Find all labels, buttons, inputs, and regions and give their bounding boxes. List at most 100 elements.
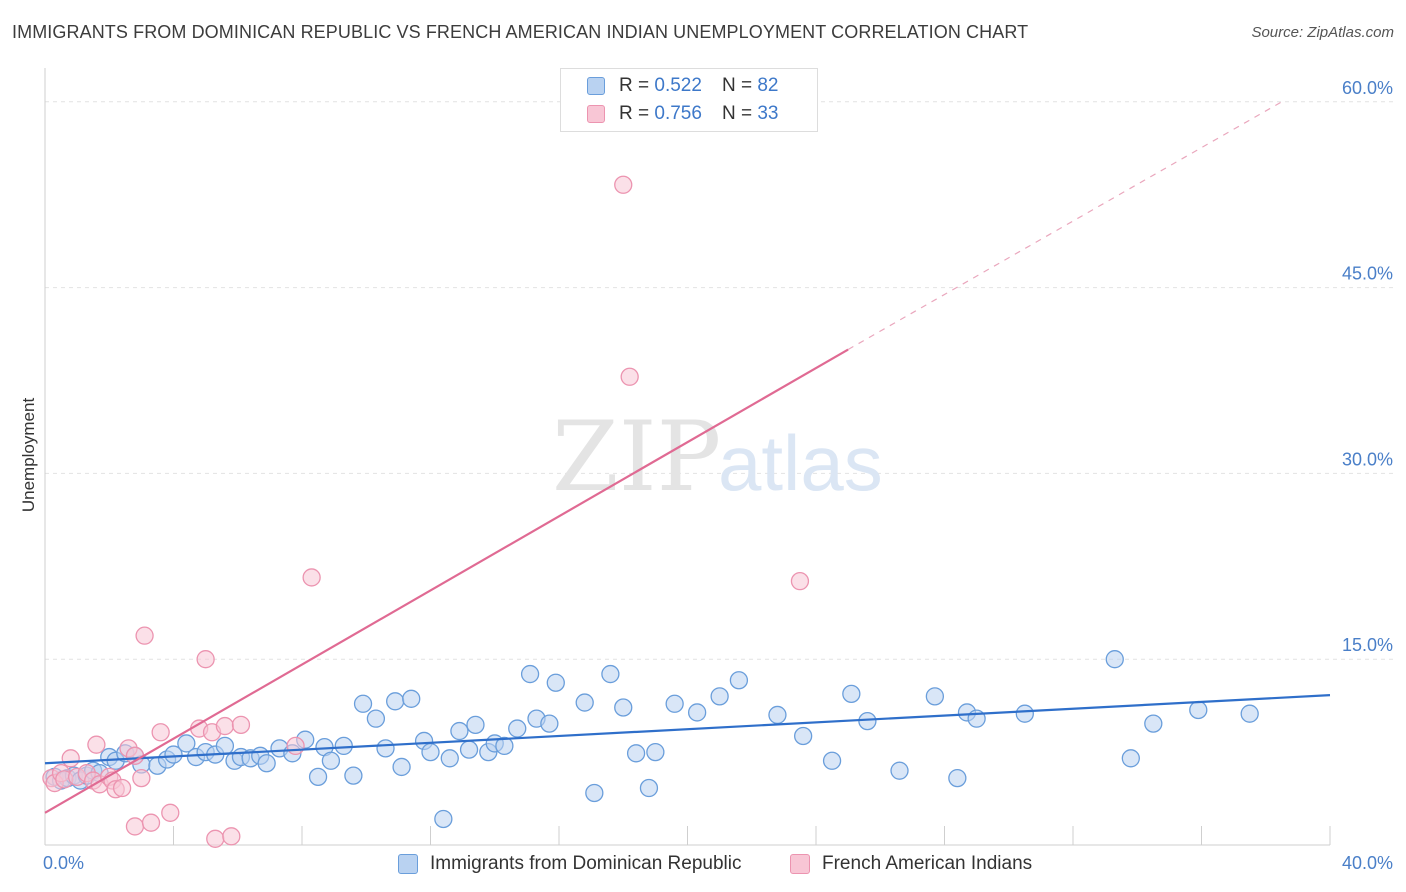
r-label: R =	[619, 103, 650, 124]
point-dominican	[1121, 749, 1140, 768]
point-dominican	[646, 742, 665, 762]
point-french	[125, 817, 145, 836]
y-tick-label: 45.0%	[1342, 264, 1393, 284]
point-dominican	[585, 783, 604, 803]
chart-title: IMMIGRANTS FROM DOMINICAN REPUBLIC VS FR…	[12, 22, 1029, 42]
point-dominican	[495, 736, 514, 756]
point-french	[620, 367, 639, 386]
point-dominican	[386, 692, 405, 711]
point-dominican	[334, 736, 353, 756]
point-french	[61, 749, 80, 768]
point-french	[196, 650, 215, 669]
point-dominican	[434, 809, 453, 829]
legend-swatch-pink	[587, 105, 605, 123]
point-dominican	[508, 719, 527, 738]
point-dominican	[858, 711, 877, 731]
trend-line-dominican	[44, 694, 1331, 765]
point-french	[790, 572, 810, 591]
point-french	[112, 778, 132, 798]
point-dominican	[392, 757, 411, 777]
r-value: 0.756	[654, 103, 702, 124]
point-french	[231, 715, 251, 734]
x-tick-label: 0.0%	[43, 853, 84, 873]
point-dominican	[540, 714, 559, 733]
legend-label: French American Indians	[822, 853, 1033, 874]
point-dominican	[1144, 714, 1163, 733]
point-dominican	[353, 694, 373, 713]
point-dominican	[440, 749, 459, 768]
trend-line-french-extension	[847, 101, 1283, 351]
point-french	[614, 175, 633, 194]
r-label: R =	[619, 75, 650, 96]
watermark-zip: ZIP	[552, 401, 721, 513]
point-french	[135, 626, 154, 645]
point-french	[141, 813, 161, 832]
legend-label: Immigrants from Dominican Republic	[430, 853, 742, 874]
point-dominican	[614, 698, 633, 717]
n-value: 82	[757, 75, 779, 96]
point-dominican	[948, 768, 967, 788]
trend-line-french	[44, 348, 849, 814]
legend-item-french: French American Indians	[790, 853, 1032, 875]
n-label: N =	[721, 103, 753, 124]
point-dominican	[639, 778, 659, 798]
point-dominican	[366, 709, 386, 728]
point-dominican	[1105, 650, 1124, 669]
point-dominican	[1015, 704, 1034, 723]
y-tick-label: 30.0%	[1342, 449, 1393, 469]
point-dominican	[1189, 700, 1208, 720]
point-dominican	[459, 740, 479, 759]
y-tick-label: 60.0%	[1342, 78, 1393, 98]
y-axis-label: Unemployment	[19, 398, 38, 513]
x-tick-label: 40.0%	[1342, 853, 1393, 873]
point-french	[161, 803, 180, 822]
point-dominican	[842, 684, 861, 704]
watermark: ZIP atlas	[552, 401, 883, 513]
point-dominican	[794, 726, 813, 746]
point-dominican	[402, 689, 421, 708]
point-dominican	[466, 715, 485, 734]
point-dominican	[601, 664, 620, 684]
point-dominican	[177, 734, 196, 753]
point-dominican	[164, 745, 183, 764]
series-legend: Immigrants from Dominican Republic Frenc…	[0, 852, 1406, 878]
legend-swatch-pink	[790, 854, 810, 874]
point-french	[222, 827, 241, 846]
point-dominican	[822, 751, 842, 770]
point-dominican	[520, 664, 540, 684]
n-value: 33	[757, 103, 779, 124]
point-dominican	[687, 703, 707, 722]
point-dominican	[1240, 704, 1259, 723]
point-dominican	[450, 721, 469, 741]
point-dominican	[768, 705, 787, 725]
point-dominican	[710, 687, 729, 706]
trend-lines	[44, 101, 1331, 814]
point-french	[286, 736, 305, 756]
legend-swatch-blue	[398, 854, 418, 874]
point-dominican	[344, 766, 363, 785]
point-dominican	[257, 754, 276, 773]
point-dominican	[626, 744, 646, 763]
point-dominican	[215, 736, 235, 756]
chart-source: Source: ZipAtlas.com	[1251, 24, 1394, 41]
stats-legend: R = 0.522 N = 82 R = 0.756 N = 33	[560, 68, 818, 132]
point-dominican	[376, 739, 395, 758]
stats-legend-row-french: R = 0.756 N = 33	[587, 101, 778, 127]
point-dominican	[925, 687, 945, 706]
point-dominican	[308, 767, 328, 787]
point-french	[132, 768, 151, 788]
point-french	[302, 568, 321, 587]
data-points	[42, 175, 1259, 848]
legend-swatch-blue	[587, 77, 605, 95]
point-dominican	[546, 673, 565, 692]
point-dominican	[321, 751, 341, 770]
point-french	[215, 716, 235, 736]
n-label: N =	[721, 75, 753, 96]
watermark-atlas: atlas	[718, 419, 883, 507]
r-value: 0.522	[654, 75, 702, 96]
grid-lines	[45, 101, 1393, 660]
point-french	[206, 829, 225, 848]
tick-labels: 15.0% 30.0% 45.0% 60.0% 0.0% 40.0%	[43, 78, 1393, 873]
legend-item-dominican: Immigrants from Dominican Republic	[398, 853, 742, 875]
